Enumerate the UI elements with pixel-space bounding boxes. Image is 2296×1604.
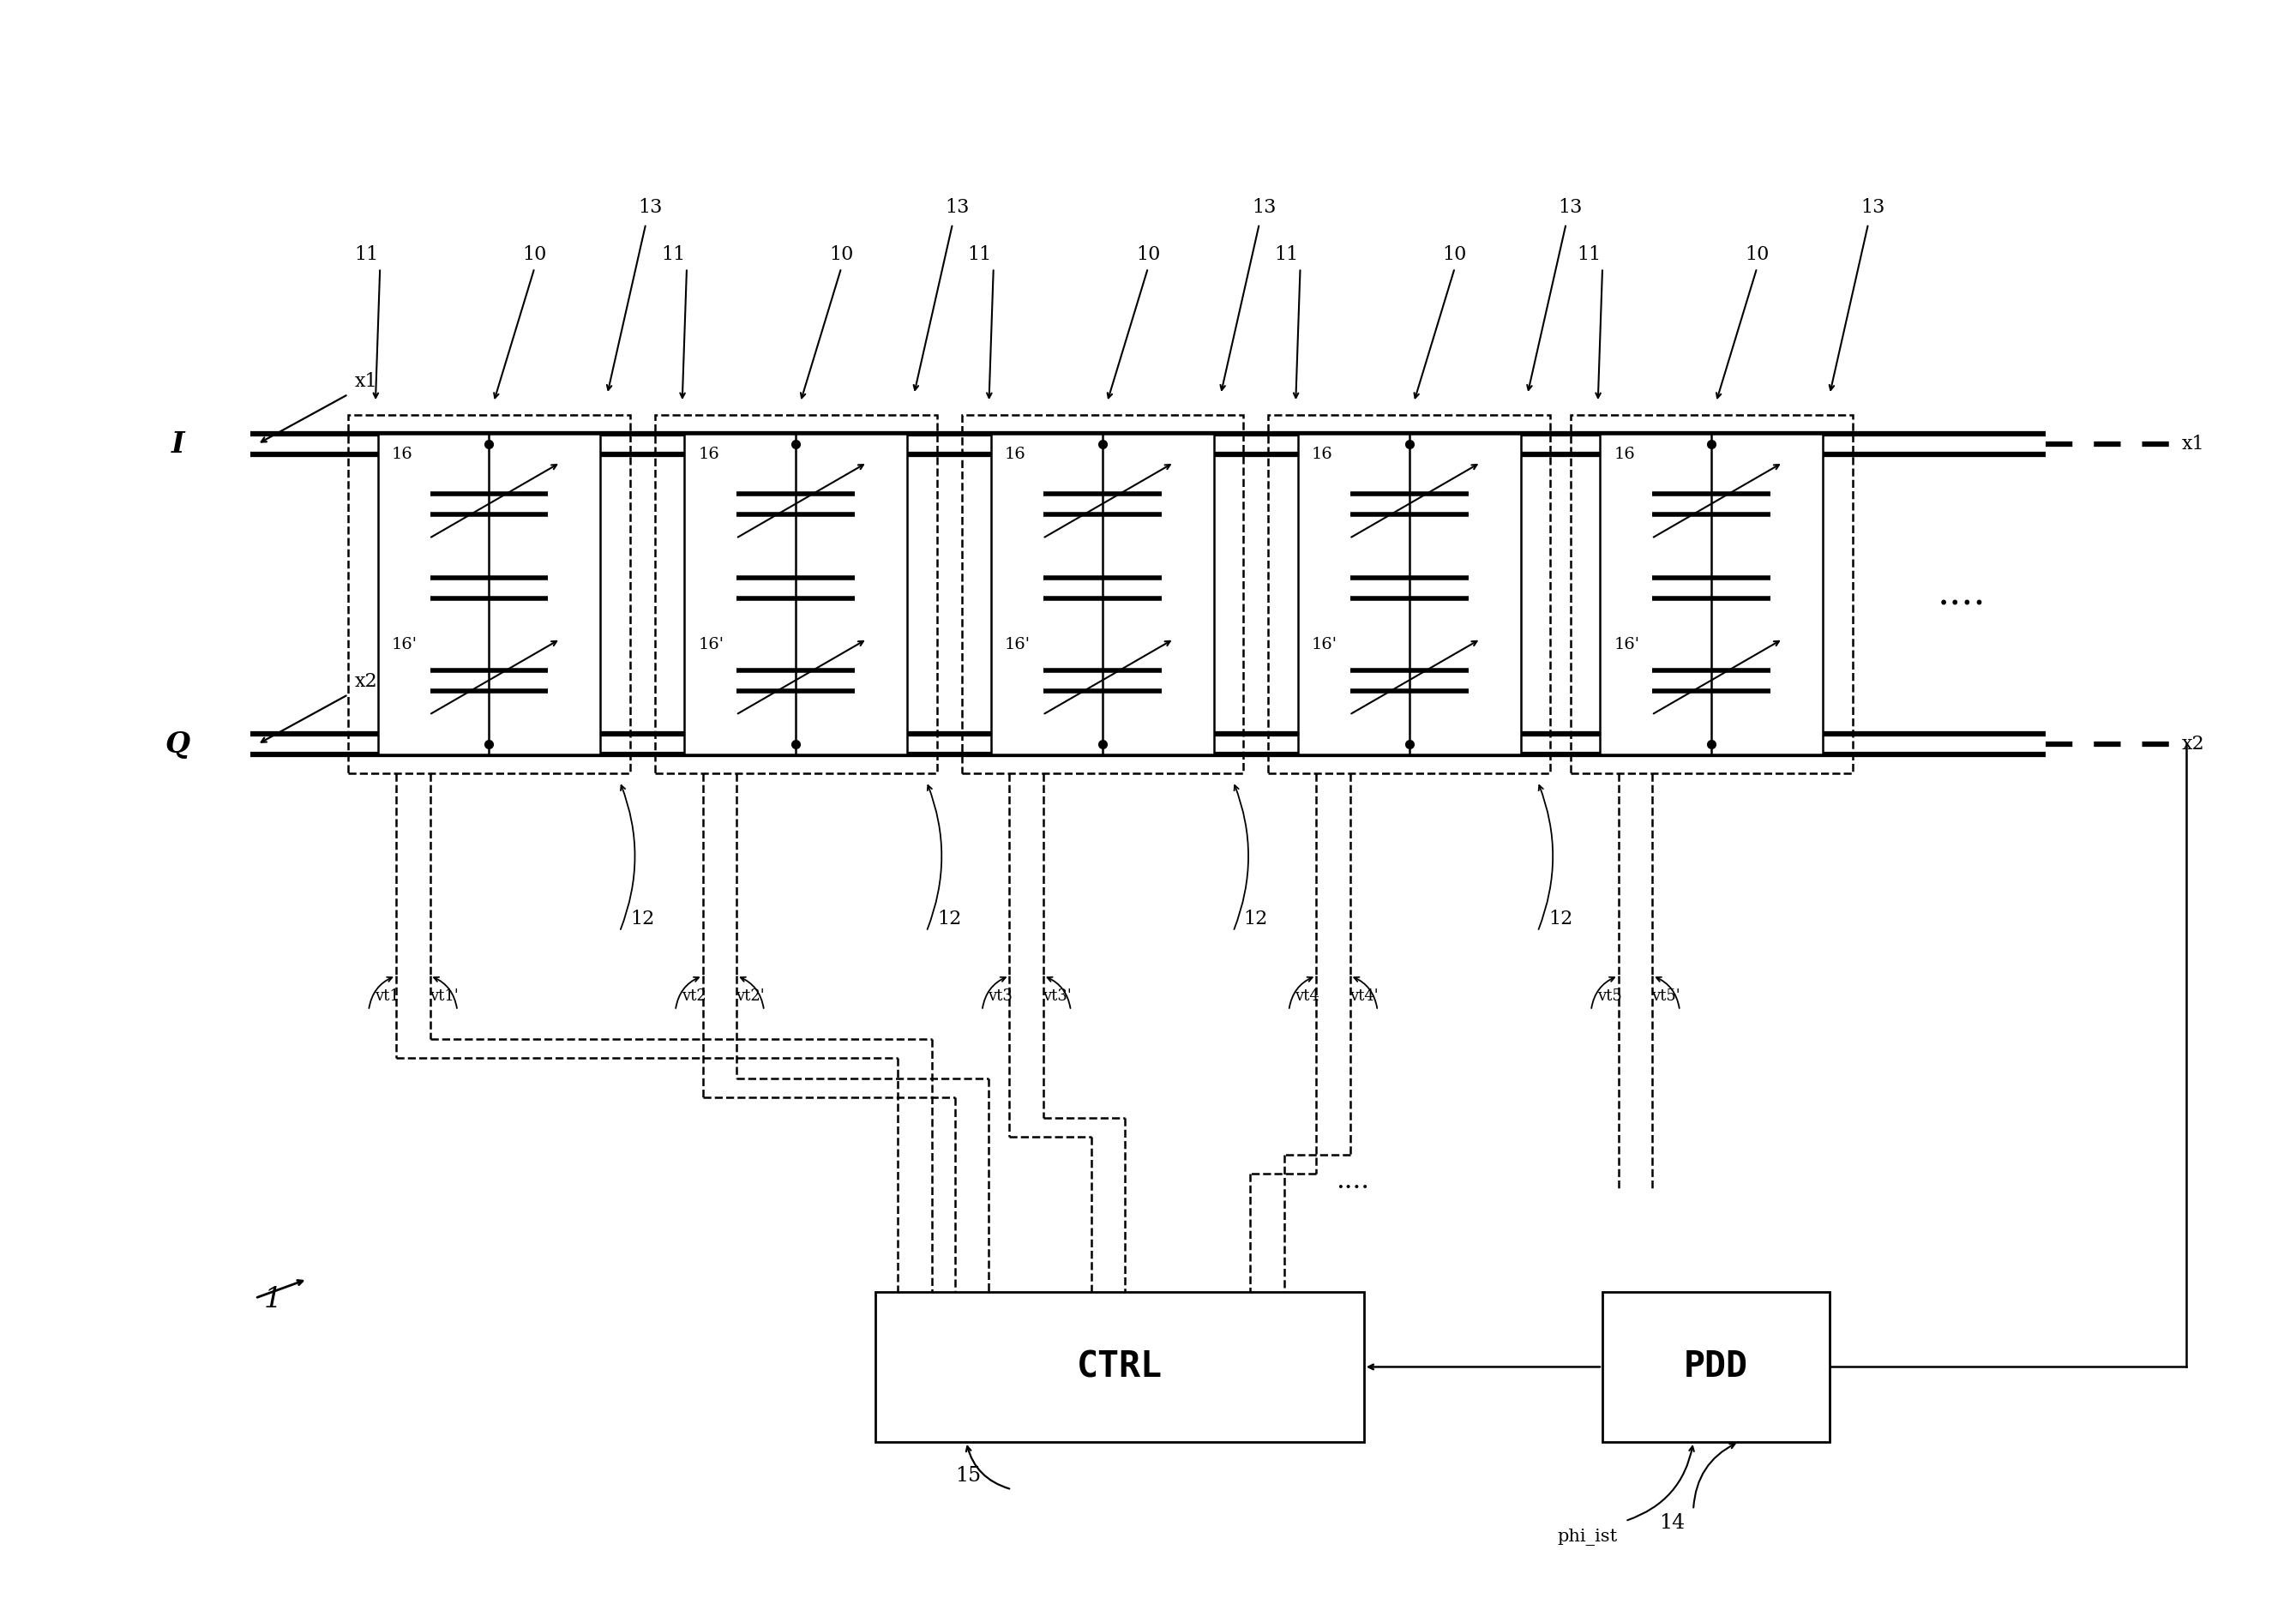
- Text: 11: 11: [1577, 245, 1600, 265]
- Text: 16': 16': [1311, 637, 1336, 651]
- Text: vt2: vt2: [682, 988, 705, 1004]
- Text: 16: 16: [1311, 446, 1332, 462]
- Text: x2: x2: [356, 672, 379, 691]
- Bar: [992, 433, 1215, 754]
- Text: 11: 11: [661, 245, 684, 265]
- Text: 10: 10: [1745, 245, 1770, 265]
- Text: PDD: PDD: [1683, 1349, 1747, 1384]
- Text: vt1': vt1': [429, 988, 459, 1004]
- Text: vt5': vt5': [1651, 988, 1681, 1004]
- Text: 16: 16: [390, 446, 413, 462]
- Text: phi_ist: phi_ist: [1557, 1529, 1616, 1546]
- Bar: [654, 415, 937, 773]
- Text: x1: x1: [2181, 435, 2204, 454]
- Text: vt5: vt5: [1598, 988, 1621, 1004]
- Bar: [379, 433, 599, 754]
- Text: 12: 12: [1244, 909, 1267, 929]
- Bar: [684, 433, 907, 754]
- Text: CTRL: CTRL: [1077, 1349, 1162, 1384]
- Text: ....: ....: [1336, 1168, 1368, 1195]
- Text: 13: 13: [638, 197, 664, 217]
- Text: 13: 13: [1559, 197, 1582, 217]
- Text: 16: 16: [1614, 446, 1635, 462]
- Text: vt3': vt3': [1042, 988, 1072, 1004]
- Text: 12: 12: [937, 909, 962, 929]
- Text: 11: 11: [967, 245, 992, 265]
- Bar: [1603, 1291, 1830, 1442]
- Text: vt1: vt1: [374, 988, 400, 1004]
- Text: 11: 11: [354, 245, 379, 265]
- Text: 1: 1: [264, 1286, 282, 1314]
- Text: 16: 16: [1006, 446, 1026, 462]
- Text: 14: 14: [1660, 1513, 1685, 1533]
- Text: 12: 12: [1548, 909, 1573, 929]
- Text: 13: 13: [1251, 197, 1277, 217]
- Text: x1: x1: [356, 372, 379, 391]
- Text: 16': 16': [1006, 637, 1031, 651]
- Text: 10: 10: [829, 245, 854, 265]
- Text: 16': 16': [1614, 637, 1639, 651]
- Text: 10: 10: [1137, 245, 1159, 265]
- Bar: [1267, 415, 1550, 773]
- Text: 16': 16': [390, 637, 418, 651]
- Text: vt4: vt4: [1295, 988, 1320, 1004]
- Text: 16': 16': [698, 637, 723, 651]
- Text: vt4': vt4': [1350, 988, 1378, 1004]
- Text: x2: x2: [2181, 735, 2204, 754]
- Bar: [1570, 415, 1853, 773]
- Text: ....: ....: [1938, 576, 1986, 613]
- Bar: [1600, 433, 1823, 754]
- Text: 16: 16: [698, 446, 719, 462]
- Text: 12: 12: [631, 909, 654, 929]
- Text: 11: 11: [1274, 245, 1300, 265]
- Text: 13: 13: [1860, 197, 1885, 217]
- Bar: [349, 415, 629, 773]
- Bar: [962, 415, 1244, 773]
- Bar: [1297, 433, 1520, 754]
- Text: vt3: vt3: [987, 988, 1013, 1004]
- Text: I: I: [172, 430, 184, 459]
- Bar: [875, 1291, 1364, 1442]
- Text: vt2': vt2': [737, 988, 765, 1004]
- Text: 15: 15: [955, 1466, 980, 1485]
- Text: 13: 13: [946, 197, 969, 217]
- Text: 10: 10: [523, 245, 546, 265]
- Text: 10: 10: [1442, 245, 1467, 265]
- Text: Q: Q: [165, 730, 191, 759]
